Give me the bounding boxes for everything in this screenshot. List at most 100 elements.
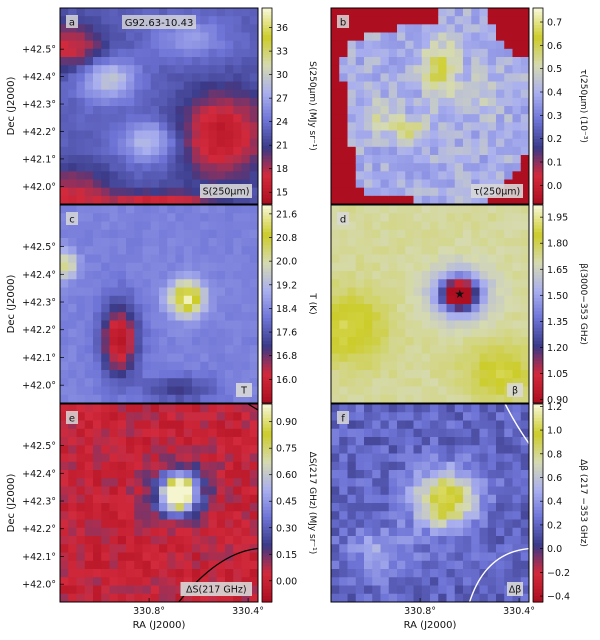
contour-line: [247, 404, 258, 411]
source-star: ★: [454, 287, 465, 301]
colorbar-tick-label: 1.80: [547, 239, 568, 250]
y-tick-label: +42.3°: [22, 100, 56, 111]
colorbar-tick-label: 0.2: [547, 134, 562, 145]
colorbar-tick-label: −0.2: [547, 568, 570, 579]
colorbar-tick-label: 0.8: [547, 449, 562, 460]
map-label: β: [512, 386, 518, 397]
y-tick-label: +42.5°: [22, 441, 56, 452]
colorbar-frame: [532, 7, 544, 205]
colorbar-tick-label: 1.0: [547, 426, 562, 437]
colorbar-tick-label: 0.4: [547, 497, 562, 508]
x-axis-label: RA (J2000): [133, 620, 186, 631]
map-label-badge: [507, 582, 523, 596]
x-tick-label: 330.8°: [133, 606, 165, 617]
object-name: G92.63-10.43: [125, 18, 194, 29]
y-tick-label: +42.2°: [22, 127, 56, 138]
colorbar-tick-label: 0.90: [276, 417, 297, 428]
map-label-badge: [236, 383, 252, 397]
colorbar-tick-label: 18: [276, 164, 288, 175]
colorbar-tick-label: 0.3: [547, 111, 562, 122]
colorbar-tick-label: 0.15: [276, 550, 297, 561]
map-image: [331, 205, 529, 403]
colorbar-tick-label: 0.1: [547, 158, 562, 169]
y-axis-label: Dec (J2000): [6, 474, 17, 533]
panel-letter-badge: [337, 212, 349, 225]
y-tick-label: +42.1°: [22, 552, 56, 563]
colorbar-tick-label: 1.05: [547, 369, 568, 380]
panel-d: ★ d β 0.90 1.05 1.20 1.35 1.50 1.65 1.80 1.95 β(300…: [330, 204, 588, 406]
x-axis-label: RA (J2000): [404, 620, 457, 631]
y-tick-label: +42.0°: [22, 580, 56, 591]
colorbar: −0.4 −0.2 0.0 0.2 0.4 0.6 0.8 1.0 1.2 Δβ (217 −35…: [532, 402, 588, 603]
y-axis-label: Dec (J2000): [6, 275, 17, 334]
colorbar-tick-label: 0.45: [276, 497, 297, 508]
colorbar-tick-label: 16.8: [276, 351, 297, 362]
y-tick-label: +42.1°: [22, 353, 56, 364]
panel-letter: a: [69, 18, 75, 29]
y-tick-label: +42.3°: [22, 497, 56, 508]
colorbar-tick-label: 33: [276, 47, 288, 58]
map-label-badge: [471, 184, 523, 198]
panel-frame: [330, 204, 530, 404]
panel-b: b τ(250μm) 0.0 0.1 0.2 0.3 0.4 0.5 0.6 0.7 τ(250μm…: [330, 7, 588, 205]
map-image: [331, 8, 529, 204]
colorbar-tick-label: 1.50: [547, 291, 568, 302]
panel-frame: [59, 403, 259, 603]
colorbar-frame: [261, 204, 273, 404]
y-tick-label: +42.5°: [22, 45, 56, 56]
colorbar-tick-label: 1.95: [547, 213, 568, 224]
colorbar-tick-label: 1.2: [547, 402, 562, 413]
colorbar-tick-label: 0.4: [547, 88, 562, 99]
map-image: [60, 205, 258, 403]
colorbar-tick-label: 20.8: [276, 233, 297, 244]
y-tick-label: +42.2°: [22, 325, 56, 336]
colorbar-tick-label: 0.30: [276, 523, 297, 534]
colorbar-tick-label: 0.6: [547, 41, 562, 52]
panel-letter: f: [341, 414, 345, 425]
panel-f: f Δβ −0.4 −0.2 0.0 0.2 0.4 0.6 0.8 1.0 1.2 Δβ (217 …: [330, 402, 588, 631]
panel-letter-badge: [337, 15, 349, 28]
map-label-badge: [180, 582, 252, 596]
colorbar-tick-label: 36: [276, 23, 288, 34]
panel-letter: e: [69, 414, 75, 425]
map-label: S(250μm): [203, 187, 250, 198]
map-label: τ(250μm): [474, 187, 521, 198]
panel-letter-badge: [337, 411, 349, 424]
panel-letter: c: [69, 215, 75, 226]
colorbar-tick-label: 18.4: [276, 304, 297, 315]
colorbar-tick-label: 0.5: [547, 64, 562, 75]
colorbar-tick-label: 21.6: [276, 209, 297, 220]
colorbar-label: Δβ (217 −353 GHz): [578, 459, 588, 547]
colorbar: 0.00 0.15 0.30 0.45 0.60 0.75 0.90 ΔS(217 GHz) …: [261, 403, 317, 603]
colorbar: 0.0 0.1 0.2 0.3 0.4 0.5 0.6 0.7 τ(250μm) (10⁻³): [532, 7, 588, 205]
panel-e: e ΔS(217 GHz) 0.00 0.15 0.30 0.45 0.60 0.75 0.90…: [6, 403, 317, 631]
y-tick-label: +42.3°: [22, 298, 56, 309]
y-tick-label: +42.4°: [22, 72, 56, 83]
colorbar-frame: [532, 204, 544, 404]
colorbar-frame: [261, 7, 273, 205]
colorbar-tick-label: 1.35: [547, 317, 568, 328]
colorbar: 15 18 21 24 27 30 33 36 S(250μm) (MJy sr⁻¹): [261, 7, 317, 205]
colorbar-tick-label: 20.0: [276, 257, 297, 268]
object-name-badge: [122, 15, 196, 29]
y-tick-label: +42.2°: [22, 524, 56, 535]
colorbar-label: β(3000−353 GHz): [578, 263, 588, 345]
panel-letter-badge: [66, 15, 78, 28]
y-axis-label: Dec (J2000): [6, 77, 17, 136]
colorbar-tick-label: 0.90: [547, 395, 568, 406]
colorbar-label: ΔS(217 GHz) (MJy sr⁻¹): [307, 452, 317, 555]
colorbar-tick-label: 0.0: [547, 181, 562, 192]
panel-a: a G92.63-10.43 S(250μm) 15 18 21 24 27 30 33 36 S(2…: [6, 7, 317, 205]
panel-letter-badge: [66, 212, 78, 225]
colorbar-tick-label: 24: [276, 117, 288, 128]
map-label-badge: [200, 184, 252, 198]
y-tick-label: +42.4°: [22, 469, 56, 480]
map-image: [331, 404, 529, 602]
map-label: T: [240, 386, 247, 397]
colorbar-tick-label: 0.7: [547, 18, 562, 29]
colorbar-tick-label: 19.2: [276, 280, 297, 291]
colorbar-tick-label: 0.2: [547, 520, 562, 531]
colorbar-tick-label: 1.65: [547, 265, 568, 276]
colorbar-tick-label: 0.6: [547, 473, 562, 484]
